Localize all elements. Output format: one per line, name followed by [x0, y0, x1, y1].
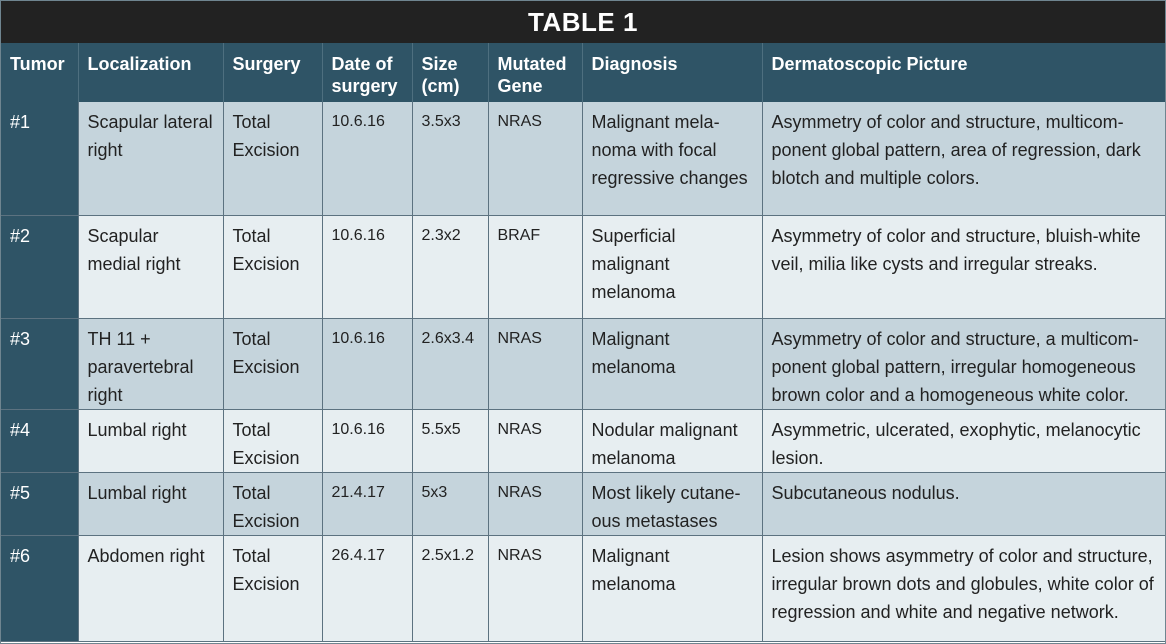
cell-size: 2.3x2: [412, 215, 489, 319]
table-title: TABLE 1: [1, 1, 1165, 43]
header-dermatoscopic-picture: Dermatoscopic Picture: [762, 43, 1165, 102]
table-row: #2 Scapular medial right Total Excision …: [1, 215, 1165, 319]
header-date-of-surgery: Date of surgery: [322, 43, 413, 102]
cell-tumor: #2: [1, 215, 79, 319]
cell-size: 5.5x5: [412, 409, 489, 473]
table-row: #1 Scapular lateral right Total Excision…: [1, 102, 1165, 216]
cell-size: 5x3: [412, 472, 489, 536]
cell-localization: Scapular medial right: [78, 215, 224, 319]
cell-date: 21.4.17: [322, 472, 413, 536]
cell-gene: NRAS: [488, 535, 583, 642]
cell-localization: Lumbal right: [78, 409, 224, 473]
cell-date: 10.6.16: [322, 409, 413, 473]
table-row: #3 TH 11 + paravertebral right Total Exc…: [1, 318, 1165, 410]
cell-tumor: #5: [1, 472, 79, 536]
cell-picture: Asymmetric, ulcerated, exophytic, melano…: [762, 409, 1165, 473]
table-row: #4 Lumbal right Total Excision 10.6.16 5…: [1, 409, 1165, 473]
cell-picture: Lesion shows asymmetry of color and stru…: [762, 535, 1165, 642]
cell-gene: NRAS: [488, 318, 583, 410]
cell-picture: Asymmetry of color and structure, a mult…: [762, 318, 1165, 410]
cell-diagnosis: Most likely cutane-ous metastases: [582, 472, 763, 536]
cell-localization: TH 11 + paravertebral right: [78, 318, 224, 410]
cell-diagnosis: Superficial malignant melanoma: [582, 215, 763, 319]
cell-surgery: Total Excision: [223, 409, 323, 473]
cell-localization: Lumbal right: [78, 472, 224, 536]
cell-surgery: Total Excision: [223, 215, 323, 319]
cell-gene: NRAS: [488, 409, 583, 473]
cell-date: 26.4.17: [322, 535, 413, 642]
cell-tumor: #4: [1, 409, 79, 473]
cell-size: 2.5x1.2: [412, 535, 489, 642]
cell-picture: Asymmetry of color and structure, multic…: [762, 102, 1165, 216]
cell-picture: Subcutaneous nodulus.: [762, 472, 1165, 536]
cell-diagnosis: Malignant melanoma: [582, 318, 763, 410]
header-tumor: Tumor: [1, 43, 79, 102]
header-surgery: Surgery: [223, 43, 323, 102]
cell-diagnosis: Nodular malignant melanoma: [582, 409, 763, 473]
header-mutated-gene: Mutated Gene: [488, 43, 583, 102]
cell-surgery: Total Excision: [223, 102, 323, 216]
cell-surgery: Total Excision: [223, 472, 323, 536]
cell-picture: Asymmetry of color and structure, bluish…: [762, 215, 1165, 319]
cell-date: 10.6.16: [322, 318, 413, 410]
cell-tumor: #1: [1, 102, 79, 216]
cell-date: 10.6.16: [322, 102, 413, 216]
cell-surgery: Total Excision: [223, 535, 323, 642]
cell-surgery: Total Excision: [223, 318, 323, 410]
header-diagnosis: Diagnosis: [582, 43, 763, 102]
cell-size: 3.5x3: [412, 102, 489, 216]
cell-size: 2.6x3.4: [412, 318, 489, 410]
cell-gene: NRAS: [488, 472, 583, 536]
cell-diagnosis: Malignant mela-noma with focal regressiv…: [582, 102, 763, 216]
table-row: #5 Lumbal right Total Excision 21.4.17 5…: [1, 472, 1165, 536]
cell-date: 10.6.16: [322, 215, 413, 319]
header-size: Size (cm): [412, 43, 489, 102]
cell-tumor: #3: [1, 318, 79, 410]
cell-tumor: #6: [1, 535, 79, 642]
cell-localization: Abdomen right: [78, 535, 224, 642]
data-table: Tumor Localization Surgery Date of surge…: [1, 43, 1165, 642]
header-localization: Localization: [78, 43, 224, 102]
cell-gene: NRAS: [488, 102, 583, 216]
cell-gene: BRAF: [488, 215, 583, 319]
cell-diagnosis: Malignant melanoma: [582, 535, 763, 642]
table-row: #6 Abdomen right Total Excision 26.4.17 …: [1, 535, 1165, 642]
header-row: Tumor Localization Surgery Date of surge…: [1, 43, 1165, 102]
cell-localization: Scapular lateral right: [78, 102, 224, 216]
